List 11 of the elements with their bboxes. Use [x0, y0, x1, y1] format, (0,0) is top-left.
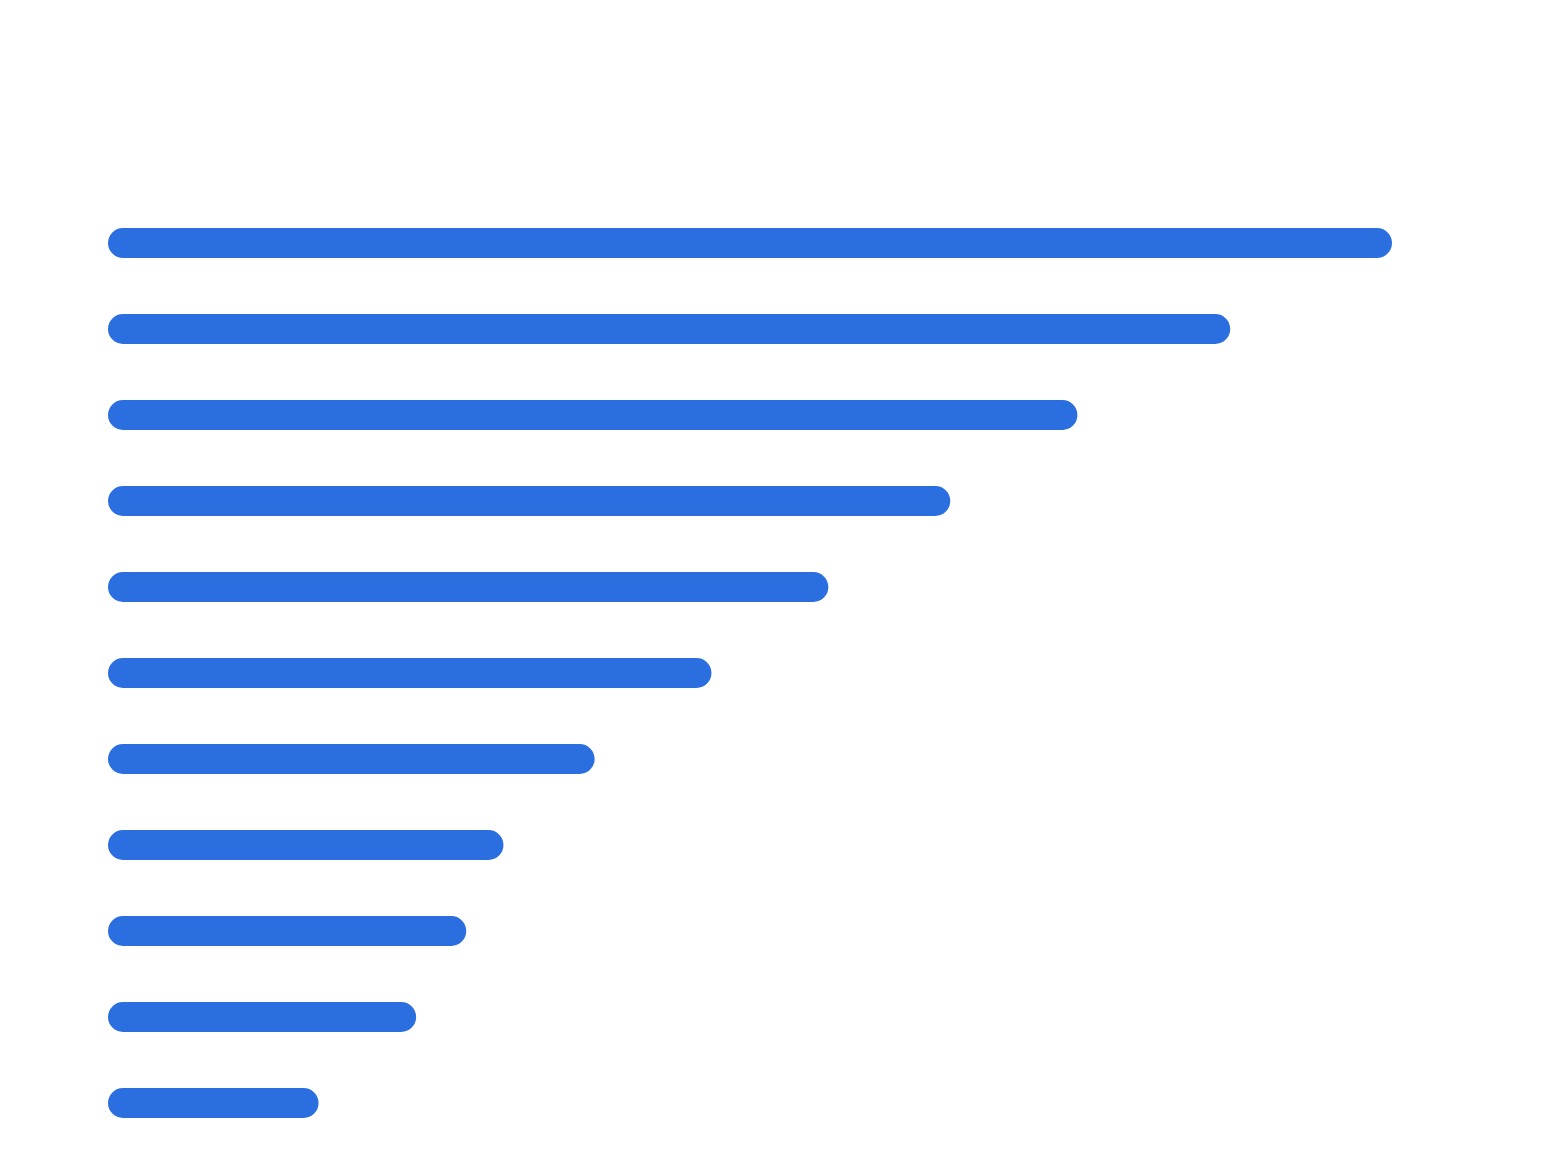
bar: [108, 486, 951, 516]
bar: [108, 572, 829, 602]
bar: [108, 314, 1231, 344]
bar: [108, 1002, 417, 1032]
bar: [108, 830, 504, 860]
bar: [108, 744, 595, 774]
bar: [108, 1088, 319, 1118]
bar: [108, 658, 712, 688]
bar: [108, 916, 467, 946]
bar: [108, 400, 1078, 430]
bar: [108, 228, 1392, 258]
